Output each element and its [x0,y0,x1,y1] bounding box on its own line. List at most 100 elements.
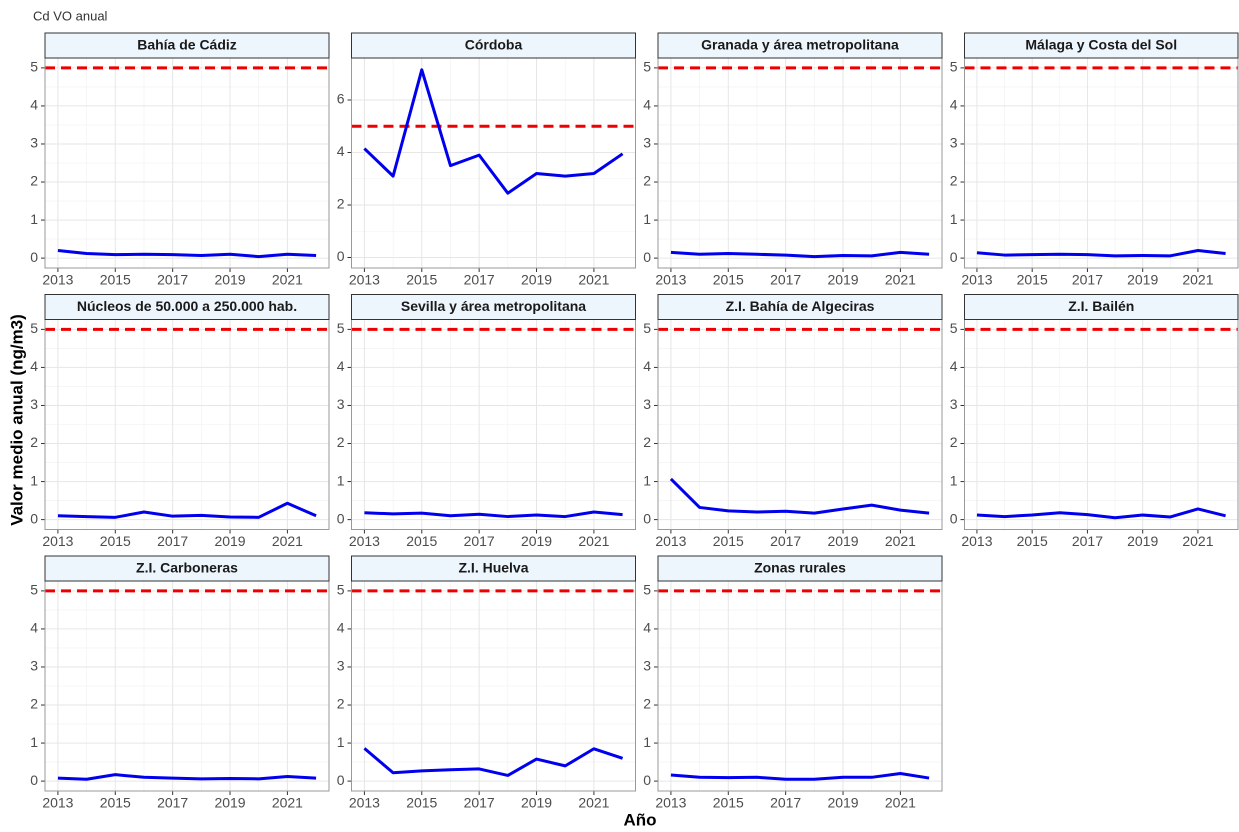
x-tick-label: 2019 [521,272,552,288]
x-tick-label: 2019 [1127,272,1158,288]
data-line [669,477,930,515]
y-tick-label: 0 [950,510,958,526]
x-tick-label: 2013 [349,795,380,811]
chart-title: Cd VO anual [33,8,108,23]
x-tick-label: 2017 [1072,272,1103,288]
x-tick-label: 2021 [272,272,303,288]
y-tick-label: 2 [337,696,345,712]
y-tick-label: 5 [30,320,38,336]
x-tick-label: 2017 [157,533,188,549]
strip [44,555,330,582]
strip [44,32,330,59]
x-tick-label: 2019 [214,795,245,811]
y-tick-label: 3 [950,135,958,151]
strip [351,32,636,59]
y-tick-label: 3 [643,135,651,151]
y-tick-label: 1 [643,734,651,750]
y-tick-label: 1 [337,734,345,750]
data-line [57,773,317,781]
x-tick-label: 2021 [885,795,916,811]
y-tick-label: 6 [337,91,345,107]
strip [44,294,330,320]
x-tick-label: 2017 [157,795,188,811]
x-tick-label: 2017 [770,533,801,549]
x-tick-label: 2021 [578,272,609,288]
y-tick-label: 4 [30,97,38,113]
strip [964,294,1239,320]
y-tick-label: 4 [950,97,958,113]
x-tick-label: 2015 [406,795,437,811]
x-tick-label: 2013 [42,795,73,811]
y-tick-label: 4 [643,620,651,636]
y-tick-label: 0 [30,772,38,788]
x-tick-label: 2013 [349,533,380,549]
y-tick-label: 4 [337,620,345,636]
y-tick-label: 0 [950,249,958,265]
x-tick-label: 2015 [713,533,744,549]
x-tick-label: 2013 [42,533,73,549]
y-tick-label: 2 [950,434,958,450]
y-tick-label: 5 [30,582,38,598]
strip [657,555,943,582]
y-axis-label: Valor medio anual (ng/m3) [7,314,26,526]
y-tick-label: 1 [950,211,958,227]
x-tick-label: 2017 [464,795,495,811]
x-tick-label: 2019 [521,795,552,811]
data-line [364,510,623,519]
x-tick-label: 2015 [1017,533,1048,549]
y-tick-label: 4 [337,358,345,374]
x-tick-label: 2019 [827,533,858,549]
strip-title: Bahía de Cádiz [137,37,237,53]
x-tick-label: 2015 [100,272,131,288]
y-tick-label: 1 [643,211,651,227]
x-tick-label: 2015 [406,533,437,549]
strip-title: Zonas rurales [754,560,846,576]
y-tick-label: 5 [643,582,651,598]
y-tick-label: 4 [30,620,38,636]
x-tick-label: 2013 [349,272,380,288]
x-tick-label: 2019 [1127,533,1158,549]
x-tick-label: 2017 [770,795,801,811]
y-tick-label: 0 [337,248,345,264]
data-line [670,772,930,781]
data-line [670,250,930,259]
data-line [363,747,624,777]
data-line [57,501,317,519]
x-tick-label: 2013 [655,272,686,288]
strip-title: Sevilla y área metropolitana [401,298,586,314]
strip-title: Málaga y Costa del Sol [1025,37,1177,53]
strip [351,555,636,582]
y-tick-label: 1 [337,472,345,488]
strip-title: Z.I. Huelva [458,560,528,576]
x-axis-label: Año [623,810,656,829]
y-tick-label: 1 [643,472,651,488]
y-tick-label: 2 [643,173,651,189]
x-tick-label: 2015 [100,795,131,811]
y-tick-label: 3 [30,135,38,151]
x-tick-label: 2015 [713,272,744,288]
y-tick-label: 5 [950,320,958,336]
x-tick-label: 2019 [521,533,552,549]
y-tick-label: 0 [337,510,345,526]
y-tick-label: 3 [337,396,345,412]
x-tick-label: 2017 [157,272,188,288]
y-tick-label: 5 [337,320,345,336]
y-tick-label: 4 [643,97,651,113]
y-tick-label: 3 [30,658,38,674]
x-tick-label: 2015 [713,795,744,811]
strip-title: Z.I. Bahía de Algeciras [726,298,875,314]
strip [657,32,943,59]
y-tick-label: 2 [337,196,345,212]
strip-title: Z.I. Carboneras [136,560,238,576]
y-tick-label: 1 [950,472,958,488]
y-tick-label: 0 [337,772,345,788]
y-tick-label: 1 [30,472,38,488]
y-tick-label: 0 [30,249,38,265]
y-tick-label: 0 [643,510,651,526]
x-tick-label: 2019 [214,533,245,549]
y-tick-label: 5 [643,59,651,75]
y-tick-label: 2 [950,173,958,189]
x-tick-label: 2017 [770,272,801,288]
y-tick-label: 0 [643,249,651,265]
